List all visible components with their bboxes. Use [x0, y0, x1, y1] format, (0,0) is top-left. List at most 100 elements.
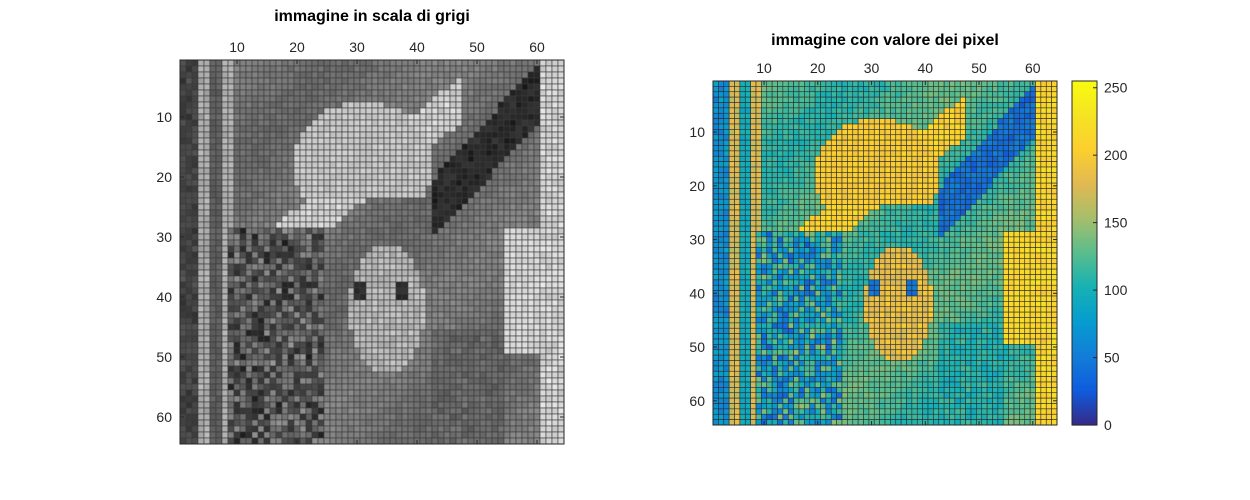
grayscale-cell — [281, 245, 289, 253]
grayscale-cell — [443, 179, 451, 187]
grayscale-cell — [497, 179, 505, 187]
grayscale-cell — [293, 173, 301, 181]
pixel-value-cell — [863, 139, 870, 146]
grayscale-cell — [263, 161, 271, 169]
grayscale-cell — [179, 161, 187, 169]
grayscale-cell — [323, 401, 331, 409]
grayscale-cell — [263, 77, 271, 85]
grayscale-cell — [311, 389, 319, 397]
grayscale-cell — [233, 107, 241, 115]
grayscale-cell — [299, 197, 307, 205]
grayscale-cell — [227, 425, 235, 433]
grayscale-cell — [305, 215, 313, 223]
grayscale-cell — [329, 179, 337, 187]
pixel-value-cell — [938, 145, 945, 152]
pixel-value-cell — [1051, 139, 1058, 146]
grayscale-cell — [407, 131, 415, 139]
grayscale-cell — [497, 329, 505, 337]
grayscale-cell — [197, 95, 205, 103]
grayscale-cell — [377, 119, 385, 127]
grayscale-cell — [257, 161, 265, 169]
pixel-value-cell — [895, 145, 902, 152]
grayscale-cell — [263, 107, 271, 115]
grayscale-cell — [533, 221, 541, 229]
grayscale-cell — [233, 131, 241, 139]
grayscale-cell — [335, 419, 343, 427]
grayscale-cell — [371, 77, 379, 85]
grayscale-cell — [371, 335, 379, 343]
grayscale-cell — [413, 395, 421, 403]
grayscale-cell — [467, 233, 475, 241]
pixel-value-cell — [712, 80, 719, 87]
grayscale-cell — [401, 437, 409, 445]
pixel-value-cell — [798, 145, 805, 152]
pixel-value-cell — [954, 80, 961, 87]
grayscale-cell — [419, 257, 427, 265]
grayscale-cell — [419, 293, 427, 301]
grayscale-cell — [305, 395, 313, 403]
grayscale-cell — [503, 179, 511, 187]
grayscale-cell — [377, 221, 385, 229]
grayscale-cell — [425, 371, 433, 379]
grayscale-cell — [425, 383, 433, 391]
grayscale-x-tick-label: 10 — [229, 39, 245, 55]
grayscale-cell — [281, 281, 289, 289]
grayscale-cell — [239, 167, 247, 175]
pixel-value-cell — [976, 118, 983, 125]
grayscale-cell — [437, 161, 445, 169]
grayscale-cell — [473, 365, 481, 373]
grayscale-cell — [275, 377, 283, 385]
grayscale-cell — [461, 425, 469, 433]
grayscale-cell — [521, 197, 529, 205]
grayscale-cell — [461, 251, 469, 259]
grayscale-cell — [281, 119, 289, 127]
grayscale-cell — [341, 83, 349, 91]
grayscale-cell — [461, 71, 469, 79]
grayscale-cell — [497, 95, 505, 103]
grayscale-cell — [203, 71, 211, 79]
pixel-value-cell — [992, 134, 999, 141]
grayscale-cell — [497, 401, 505, 409]
grayscale-cell — [557, 305, 565, 313]
grayscale-cell — [233, 245, 241, 253]
grayscale-cell — [437, 155, 445, 163]
pixel-value-cell — [927, 91, 934, 98]
grayscale-cell — [551, 215, 559, 223]
grayscale-cell — [503, 431, 511, 439]
grayscale-cell — [215, 131, 223, 139]
grayscale-cell — [551, 107, 559, 115]
grayscale-cell — [551, 161, 559, 169]
grayscale-cell — [539, 185, 547, 193]
pixel-value-cell — [761, 86, 768, 93]
pixel-value-cell — [857, 91, 864, 98]
grayscale-cell — [545, 329, 553, 337]
grayscale-cell — [227, 257, 235, 265]
grayscale-cell — [377, 431, 385, 439]
grayscale-cell — [185, 89, 193, 97]
pixel-value-cell — [830, 107, 837, 114]
grayscale-cell — [467, 65, 475, 73]
grayscale-cell — [473, 371, 481, 379]
grayscale-cell — [245, 317, 253, 325]
grayscale-cell — [443, 143, 451, 151]
grayscale-cell — [227, 281, 235, 289]
grayscale-cell — [353, 389, 361, 397]
grayscale-cell — [239, 197, 247, 205]
grayscale-cell — [251, 83, 259, 91]
grayscale-cell — [347, 71, 355, 79]
grayscale-cell — [275, 227, 283, 235]
pixel-value-cell — [841, 123, 848, 130]
pixel-value-cell — [1008, 145, 1015, 152]
grayscale-cell — [209, 293, 217, 301]
pixel-value-cell — [906, 102, 913, 109]
grayscale-cell — [305, 413, 313, 421]
grayscale-cell — [299, 359, 307, 367]
grayscale-cell — [359, 65, 367, 73]
grayscale-cell — [377, 191, 385, 199]
grayscale-cell — [245, 167, 253, 175]
pixel-value-cell — [863, 129, 870, 136]
pixel-value-cell — [1002, 129, 1009, 136]
grayscale-cell — [311, 131, 319, 139]
grayscale-cell — [473, 383, 481, 391]
grayscale-cell — [473, 95, 481, 103]
